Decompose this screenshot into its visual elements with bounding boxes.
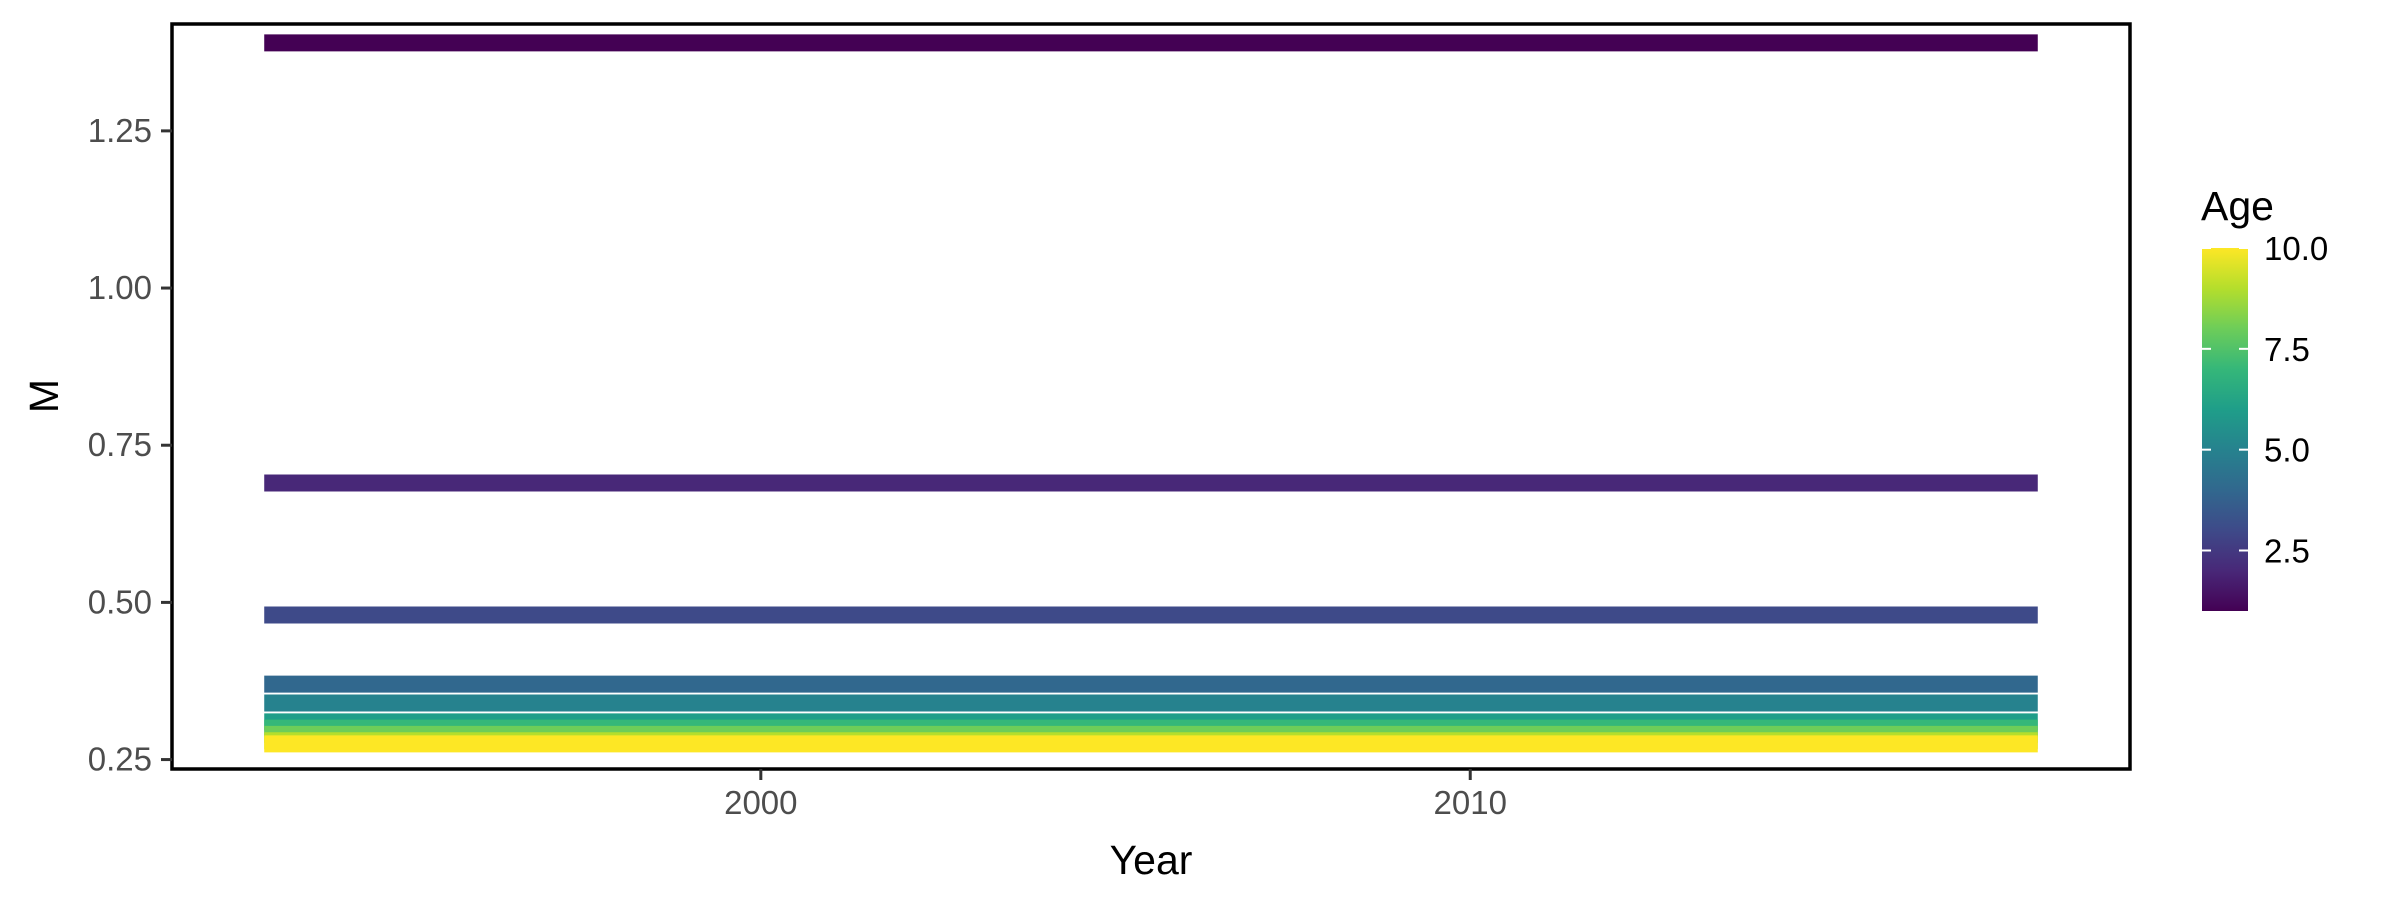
panel-border (170, 22, 2132, 771)
y-axis: 0.25 0.50 0.75 1.00 1.25 (88, 112, 172, 778)
legend-tick-label: 7.5 (2264, 331, 2310, 368)
x-tick-label: 2000 (724, 784, 797, 821)
x-axis-title: Year (1110, 837, 1193, 883)
y-tick-label: 0.50 (88, 583, 152, 620)
y-tick-label: 1.25 (88, 112, 152, 149)
legend-tick-label: 10.0 (2264, 230, 2328, 267)
legend-tick-label: 2.5 (2264, 533, 2310, 570)
x-axis: 2000 2010 (724, 769, 1507, 821)
y-tick-label: 0.75 (88, 426, 152, 463)
legend-colorbar (2202, 248, 2248, 611)
legend-tick-label: 5.0 (2264, 432, 2310, 469)
plot-panel (172, 24, 2130, 769)
series-layer (264, 34, 2038, 753)
y-tick-label: 1.00 (88, 269, 152, 306)
x-tick-label: 2010 (1434, 784, 1507, 821)
y-tick-label: 0.25 (88, 741, 152, 778)
legend-ticks: 2.5 5.0 7.5 10.0 (2202, 230, 2328, 570)
y-axis-title: M (21, 379, 67, 413)
color-legend: Age 2.5 5.0 7.5 10.0 (2201, 183, 2328, 611)
legend-title: Age (2201, 183, 2274, 229)
